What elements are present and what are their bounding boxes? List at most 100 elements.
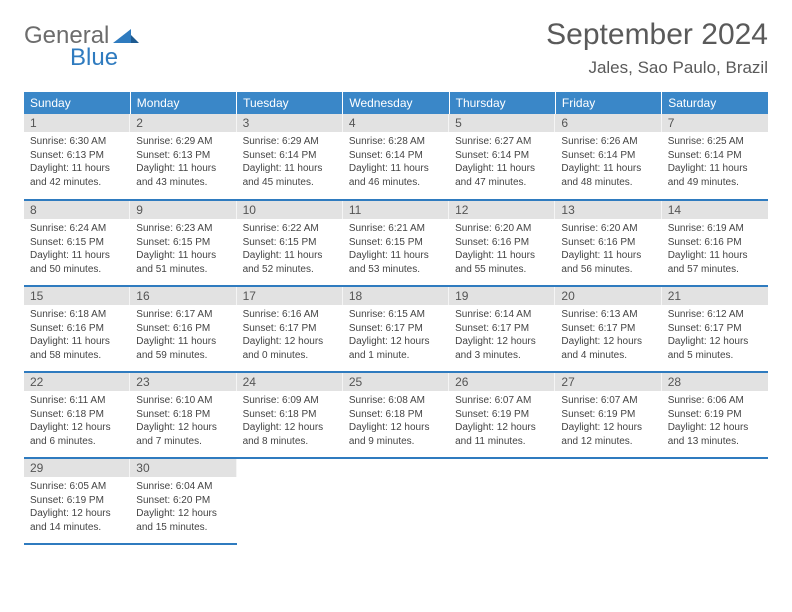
sunrise-line: Sunrise: 6:18 AM [30,308,124,322]
calendar-cell: 13Sunrise: 6:20 AMSunset: 6:16 PMDayligh… [555,200,661,286]
sunset-line: Sunset: 6:18 PM [349,408,443,422]
sunset-line: Sunset: 6:17 PM [561,322,655,336]
calendar-cell: 4Sunrise: 6:28 AMSunset: 6:14 PMDaylight… [343,114,449,200]
sunrise-line: Sunrise: 6:29 AM [243,135,337,149]
sunrise-line: Sunrise: 6:28 AM [349,135,443,149]
month-title: September 2024 [546,18,768,52]
sunrise-line: Sunrise: 6:08 AM [349,394,443,408]
day-number: 20 [555,287,661,305]
weekday-header: Saturday [662,92,768,114]
calendar-cell: 15Sunrise: 6:18 AMSunset: 6:16 PMDayligh… [24,286,130,372]
day-number: 13 [555,201,661,219]
logo: General Blue [24,18,139,70]
calendar-cell: 1Sunrise: 6:30 AMSunset: 6:13 PMDaylight… [24,114,130,200]
weekday-header: Friday [555,92,661,114]
day-number: 12 [449,201,555,219]
day-number: 3 [237,114,343,132]
daylight-line: Daylight: 11 hours and 49 minutes. [668,162,762,189]
sunset-line: Sunset: 6:19 PM [455,408,549,422]
sunset-line: Sunset: 6:16 PM [136,322,230,336]
day-details: Sunrise: 6:13 AMSunset: 6:17 PMDaylight:… [555,305,661,366]
daylight-line: Daylight: 11 hours and 51 minutes. [136,249,230,276]
sunrise-line: Sunrise: 6:20 AM [455,222,549,236]
sunrise-line: Sunrise: 6:13 AM [561,308,655,322]
calendar-cell: 26Sunrise: 6:07 AMSunset: 6:19 PMDayligh… [449,372,555,458]
daylight-line: Daylight: 11 hours and 57 minutes. [668,249,762,276]
day-number: 5 [449,114,555,132]
sunrise-line: Sunrise: 6:16 AM [243,308,337,322]
day-number: 2 [130,114,236,132]
day-number: 17 [237,287,343,305]
day-details: Sunrise: 6:24 AMSunset: 6:15 PMDaylight:… [24,219,130,280]
sunset-line: Sunset: 6:18 PM [136,408,230,422]
day-details: Sunrise: 6:16 AMSunset: 6:17 PMDaylight:… [237,305,343,366]
calendar-cell: 25Sunrise: 6:08 AMSunset: 6:18 PMDayligh… [343,372,449,458]
daylight-line: Daylight: 11 hours and 50 minutes. [30,249,124,276]
daylight-line: Daylight: 11 hours and 43 minutes. [136,162,230,189]
day-number: 21 [662,287,768,305]
day-details: Sunrise: 6:15 AMSunset: 6:17 PMDaylight:… [343,305,449,366]
day-number: 7 [662,114,768,132]
daylight-line: Daylight: 11 hours and 42 minutes. [30,162,124,189]
calendar-cell: 3Sunrise: 6:29 AMSunset: 6:14 PMDaylight… [237,114,343,200]
day-details: Sunrise: 6:26 AMSunset: 6:14 PMDaylight:… [555,132,661,193]
sunrise-line: Sunrise: 6:11 AM [30,394,124,408]
sunset-line: Sunset: 6:14 PM [243,149,337,163]
day-details: Sunrise: 6:22 AMSunset: 6:15 PMDaylight:… [237,219,343,280]
day-details: Sunrise: 6:18 AMSunset: 6:16 PMDaylight:… [24,305,130,366]
day-details: Sunrise: 6:23 AMSunset: 6:15 PMDaylight:… [130,219,236,280]
sunset-line: Sunset: 6:19 PM [668,408,762,422]
sunset-line: Sunset: 6:13 PM [30,149,124,163]
sunset-line: Sunset: 6:20 PM [136,494,230,508]
weekday-header: Tuesday [237,92,343,114]
daylight-line: Daylight: 12 hours and 12 minutes. [561,421,655,448]
calendar-cell: 14Sunrise: 6:19 AMSunset: 6:16 PMDayligh… [662,200,768,286]
daylight-line: Daylight: 11 hours and 52 minutes. [243,249,337,276]
daylight-line: Daylight: 12 hours and 5 minutes. [668,335,762,362]
calendar-cell: 10Sunrise: 6:22 AMSunset: 6:15 PMDayligh… [237,200,343,286]
daylight-line: Daylight: 12 hours and 1 minute. [349,335,443,362]
calendar-cell-empty [449,458,555,544]
day-details: Sunrise: 6:27 AMSunset: 6:14 PMDaylight:… [449,132,555,193]
calendar-cell: 18Sunrise: 6:15 AMSunset: 6:17 PMDayligh… [343,286,449,372]
header: General Blue September 2024 Jales, Sao P… [24,18,768,78]
title-block: September 2024 Jales, Sao Paulo, Brazil [546,18,768,78]
daylight-line: Daylight: 12 hours and 3 minutes. [455,335,549,362]
location: Jales, Sao Paulo, Brazil [546,58,768,78]
day-number: 6 [555,114,661,132]
calendar-cell: 21Sunrise: 6:12 AMSunset: 6:17 PMDayligh… [662,286,768,372]
day-details: Sunrise: 6:08 AMSunset: 6:18 PMDaylight:… [343,391,449,452]
day-details: Sunrise: 6:29 AMSunset: 6:13 PMDaylight:… [130,132,236,193]
sunrise-line: Sunrise: 6:24 AM [30,222,124,236]
day-number: 15 [24,287,130,305]
sunset-line: Sunset: 6:17 PM [455,322,549,336]
sunset-line: Sunset: 6:16 PM [455,236,549,250]
day-number: 26 [449,373,555,391]
daylight-line: Daylight: 11 hours and 53 minutes. [349,249,443,276]
sunset-line: Sunset: 6:19 PM [30,494,124,508]
day-number: 14 [662,201,768,219]
daylight-line: Daylight: 12 hours and 13 minutes. [668,421,762,448]
day-details: Sunrise: 6:09 AMSunset: 6:18 PMDaylight:… [237,391,343,452]
calendar-cell: 27Sunrise: 6:07 AMSunset: 6:19 PMDayligh… [555,372,661,458]
daylight-line: Daylight: 11 hours and 55 minutes. [455,249,549,276]
sunrise-line: Sunrise: 6:10 AM [136,394,230,408]
sunrise-line: Sunrise: 6:07 AM [455,394,549,408]
sunset-line: Sunset: 6:15 PM [30,236,124,250]
day-number: 28 [662,373,768,391]
calendar-cell: 16Sunrise: 6:17 AMSunset: 6:16 PMDayligh… [130,286,236,372]
day-details: Sunrise: 6:20 AMSunset: 6:16 PMDaylight:… [555,219,661,280]
sunset-line: Sunset: 6:14 PM [349,149,443,163]
calendar-cell: 20Sunrise: 6:13 AMSunset: 6:17 PMDayligh… [555,286,661,372]
sunset-line: Sunset: 6:18 PM [243,408,337,422]
day-number: 30 [130,459,236,477]
calendar-cell: 30Sunrise: 6:04 AMSunset: 6:20 PMDayligh… [130,458,236,544]
sunrise-line: Sunrise: 6:14 AM [455,308,549,322]
daylight-line: Daylight: 11 hours and 58 minutes. [30,335,124,362]
day-details: Sunrise: 6:04 AMSunset: 6:20 PMDaylight:… [130,477,236,538]
day-details: Sunrise: 6:07 AMSunset: 6:19 PMDaylight:… [555,391,661,452]
sunset-line: Sunset: 6:15 PM [349,236,443,250]
sunset-line: Sunset: 6:17 PM [349,322,443,336]
daylight-line: Daylight: 12 hours and 14 minutes. [30,507,124,534]
daylight-line: Daylight: 12 hours and 4 minutes. [561,335,655,362]
